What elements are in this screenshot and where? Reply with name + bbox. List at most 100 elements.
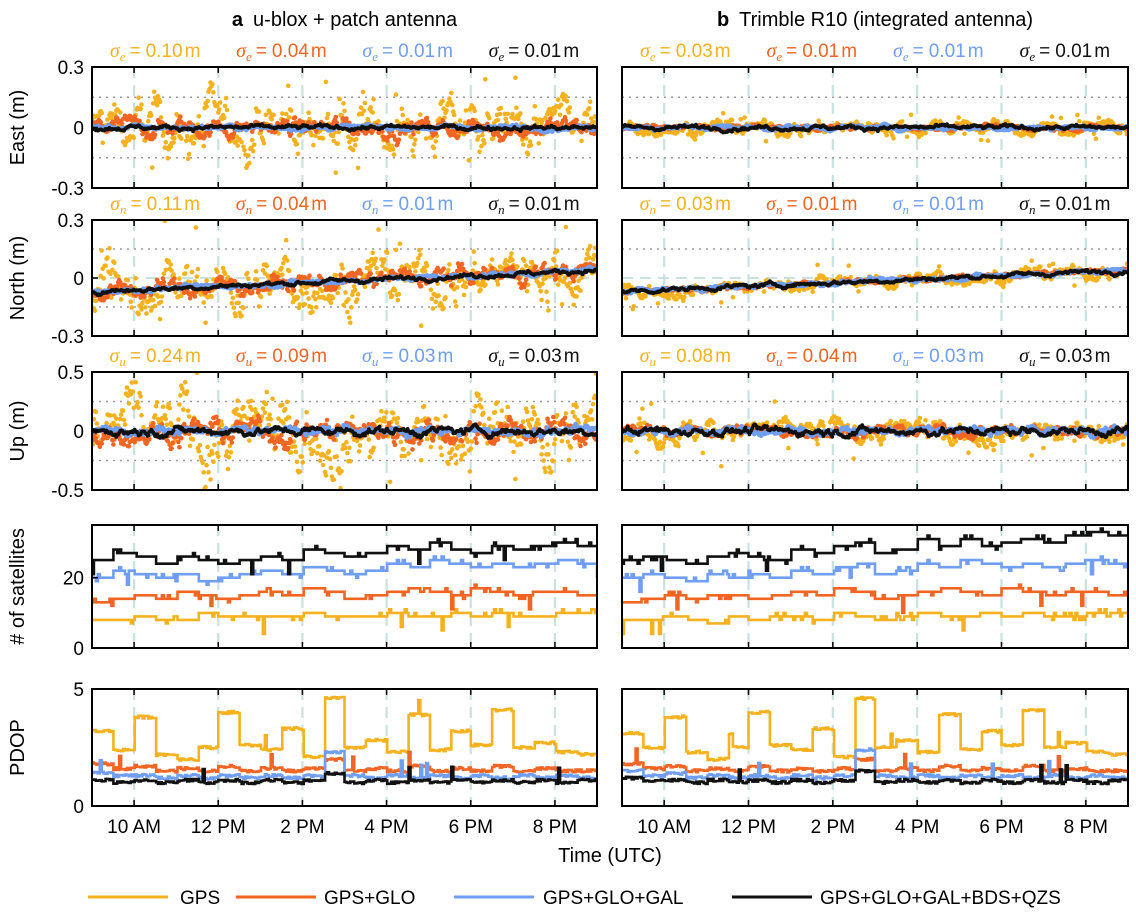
sigma-symbol: σ xyxy=(488,193,499,215)
data-point xyxy=(499,408,505,414)
data-point xyxy=(347,315,352,320)
data-point xyxy=(553,264,559,269)
sigma-value: 0.01 xyxy=(398,41,435,62)
data-point xyxy=(553,275,559,281)
data-point xyxy=(179,293,184,299)
data-point xyxy=(139,413,144,418)
sigma-value: 0.01 xyxy=(398,194,435,215)
data-point xyxy=(336,129,342,135)
data-point xyxy=(214,414,219,420)
data-point xyxy=(250,148,256,154)
data-point xyxy=(191,140,197,146)
data-point xyxy=(350,414,355,420)
data-point xyxy=(554,412,560,418)
data-point xyxy=(512,116,517,121)
data-point xyxy=(461,292,467,298)
data-point xyxy=(186,151,192,157)
data-point xyxy=(304,410,309,415)
data-point xyxy=(281,261,286,266)
sigma-value: 0.01 xyxy=(524,41,561,62)
series-points-gps-glo-gal-bds-qzs xyxy=(92,267,597,298)
data-point xyxy=(198,292,204,297)
data-point xyxy=(428,444,434,450)
data-point xyxy=(328,465,334,471)
data-point xyxy=(376,227,381,232)
sigma-unit: m xyxy=(311,41,327,62)
data-point xyxy=(358,271,364,276)
data-point xyxy=(320,136,326,141)
series-points-gps xyxy=(92,220,597,329)
data-point xyxy=(479,405,484,410)
data-point xyxy=(566,110,572,115)
data-point xyxy=(121,442,127,447)
data-point xyxy=(164,422,170,428)
subplot-a-2: 0.50-0.5Up (m)σu = 0.24 m σu = 0.09 m σu = 0.03 m σu… xyxy=(7,345,598,502)
sigma-label: σe = 0.10 m xyxy=(110,40,201,64)
data-point xyxy=(280,111,285,116)
data-point xyxy=(227,443,233,449)
data-point xyxy=(370,110,376,115)
sigma-subscript: e xyxy=(498,49,504,64)
data-point xyxy=(204,278,209,284)
data-point xyxy=(284,258,290,263)
sigma-equals: = xyxy=(131,194,142,215)
data-point xyxy=(571,278,576,284)
data-point xyxy=(344,116,349,121)
data-point xyxy=(239,313,244,319)
data-point xyxy=(579,129,584,135)
data-point xyxy=(139,307,144,312)
data-point xyxy=(416,419,421,425)
data-point xyxy=(285,288,291,294)
data-point xyxy=(390,147,396,152)
data-point xyxy=(292,115,298,120)
data-point xyxy=(306,296,311,301)
data-point xyxy=(344,439,349,445)
data-point xyxy=(160,276,166,281)
y-tick-label: 0 xyxy=(73,269,84,290)
data-point xyxy=(367,454,373,460)
data-point xyxy=(170,440,175,446)
data-point xyxy=(548,116,553,121)
data-point xyxy=(398,439,404,445)
data-point xyxy=(182,380,188,385)
data-point xyxy=(147,298,152,303)
data-point xyxy=(224,449,230,454)
data-point xyxy=(212,442,217,448)
sigma-equals: = xyxy=(508,41,519,62)
data-point xyxy=(292,444,298,449)
data-point xyxy=(184,389,190,394)
data-point xyxy=(362,100,368,106)
data-point xyxy=(201,143,206,149)
data-point xyxy=(295,151,301,157)
data-point xyxy=(241,305,246,311)
sigma-equals: = xyxy=(509,194,520,215)
data-point xyxy=(371,445,376,451)
sigma-value: 0.04 xyxy=(272,41,309,62)
sigma-unit: m xyxy=(563,41,579,62)
data-point xyxy=(467,469,473,474)
data-point xyxy=(279,265,284,271)
data-point xyxy=(196,114,202,119)
data-point xyxy=(505,404,511,410)
data-point xyxy=(483,267,488,272)
data-point xyxy=(209,294,214,299)
data-point xyxy=(246,276,251,282)
data-point xyxy=(370,250,376,256)
data-point xyxy=(327,456,333,462)
data-point xyxy=(416,255,421,261)
data-point xyxy=(105,117,110,122)
data-point xyxy=(305,284,310,289)
data-point xyxy=(208,477,213,482)
data-point xyxy=(425,119,431,125)
data-point xyxy=(495,117,501,123)
data-point xyxy=(178,114,183,119)
data-point xyxy=(510,264,515,270)
data-point xyxy=(382,257,387,262)
data-point xyxy=(138,106,143,112)
data-point xyxy=(352,287,358,293)
data-point xyxy=(463,284,469,290)
data-point xyxy=(345,450,350,456)
data-point xyxy=(515,264,520,269)
data-point xyxy=(533,116,539,122)
